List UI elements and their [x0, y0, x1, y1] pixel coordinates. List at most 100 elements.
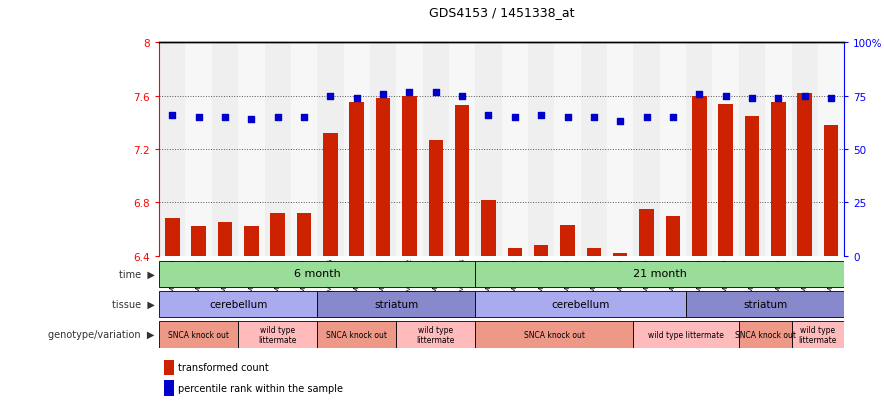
Bar — [481, 200, 496, 256]
Point — [324, 93, 338, 100]
Bar — [476, 43, 502, 256]
Text: tissue  ▶: tissue ▶ — [111, 299, 155, 309]
Bar — [528, 43, 554, 256]
Bar — [560, 225, 575, 256]
Text: time  ▶: time ▶ — [118, 269, 155, 279]
Bar — [396, 43, 423, 256]
Point — [560, 114, 575, 121]
Bar — [159, 261, 476, 287]
Point — [534, 112, 548, 119]
Point — [192, 114, 206, 121]
Text: cerebellum: cerebellum — [552, 299, 610, 309]
Bar — [634, 321, 739, 348]
Bar — [212, 43, 238, 256]
Bar — [824, 126, 838, 256]
Text: SNCA knock out: SNCA knock out — [168, 330, 229, 339]
Bar — [324, 134, 338, 256]
Bar — [271, 214, 285, 256]
Text: GDS4153 / 1451338_at: GDS4153 / 1451338_at — [429, 6, 575, 19]
Text: wild type
littermate: wild type littermate — [258, 325, 297, 344]
Point — [376, 91, 390, 98]
Bar — [455, 106, 469, 256]
Bar — [744, 116, 759, 256]
Point — [797, 93, 812, 100]
Point — [824, 95, 838, 102]
Text: wild type littermate: wild type littermate — [648, 330, 724, 339]
Bar — [502, 43, 528, 256]
Bar — [713, 43, 739, 256]
Bar — [217, 223, 232, 256]
Bar — [686, 292, 844, 317]
Bar — [659, 43, 686, 256]
Point — [745, 95, 759, 102]
Point — [429, 89, 443, 95]
Text: percentile rank within the sample: percentile rank within the sample — [178, 383, 343, 393]
Bar — [244, 227, 259, 256]
Bar — [291, 43, 317, 256]
Bar — [739, 43, 766, 256]
Bar — [554, 43, 581, 256]
Point — [244, 116, 258, 123]
Point — [692, 91, 706, 98]
Bar — [791, 43, 818, 256]
Text: SNCA knock out: SNCA knock out — [735, 330, 796, 339]
Bar — [423, 43, 449, 256]
Bar — [186, 43, 212, 256]
Bar — [581, 43, 607, 256]
Point — [639, 114, 653, 121]
Bar — [159, 292, 317, 317]
Point — [613, 119, 628, 126]
Bar — [317, 292, 476, 317]
Bar — [317, 43, 344, 256]
Text: cerebellum: cerebellum — [209, 299, 267, 309]
Bar — [739, 321, 791, 348]
Bar — [449, 43, 476, 256]
Text: wild type
littermate: wild type littermate — [416, 325, 455, 344]
Bar — [666, 216, 680, 256]
Bar — [476, 261, 844, 287]
Text: striatum: striatum — [743, 299, 788, 309]
Bar — [613, 254, 628, 256]
Bar — [402, 97, 416, 256]
Bar — [534, 245, 548, 256]
Text: genotype/variation  ▶: genotype/variation ▶ — [49, 330, 155, 339]
Bar — [429, 140, 443, 256]
Point — [297, 114, 311, 121]
Point — [271, 114, 285, 121]
Bar — [791, 321, 844, 348]
Point — [507, 114, 522, 121]
Text: transformed count: transformed count — [178, 363, 269, 373]
Point — [455, 93, 469, 100]
Text: 6 month: 6 month — [293, 269, 340, 279]
Bar — [238, 321, 317, 348]
Bar — [370, 43, 396, 256]
Bar — [344, 43, 370, 256]
Bar — [771, 103, 786, 256]
Bar — [639, 209, 654, 256]
Bar — [349, 103, 364, 256]
Bar — [476, 321, 634, 348]
Bar — [797, 94, 812, 256]
Text: 21 month: 21 month — [633, 269, 687, 279]
Bar — [607, 43, 634, 256]
Bar — [297, 214, 311, 256]
Bar — [376, 99, 391, 256]
Point — [666, 114, 680, 121]
Bar — [165, 219, 179, 256]
Bar — [686, 43, 713, 256]
Bar — [587, 248, 601, 256]
Bar — [766, 43, 791, 256]
Bar — [317, 321, 396, 348]
Bar — [818, 43, 844, 256]
Point — [482, 112, 496, 119]
Point — [771, 95, 785, 102]
Text: SNCA knock out: SNCA knock out — [326, 330, 387, 339]
Point — [719, 93, 733, 100]
Point — [350, 95, 364, 102]
Point — [165, 112, 179, 119]
Text: striatum: striatum — [374, 299, 418, 309]
Bar — [192, 227, 206, 256]
Bar — [634, 43, 659, 256]
Bar — [238, 43, 264, 256]
Bar — [719, 104, 733, 256]
